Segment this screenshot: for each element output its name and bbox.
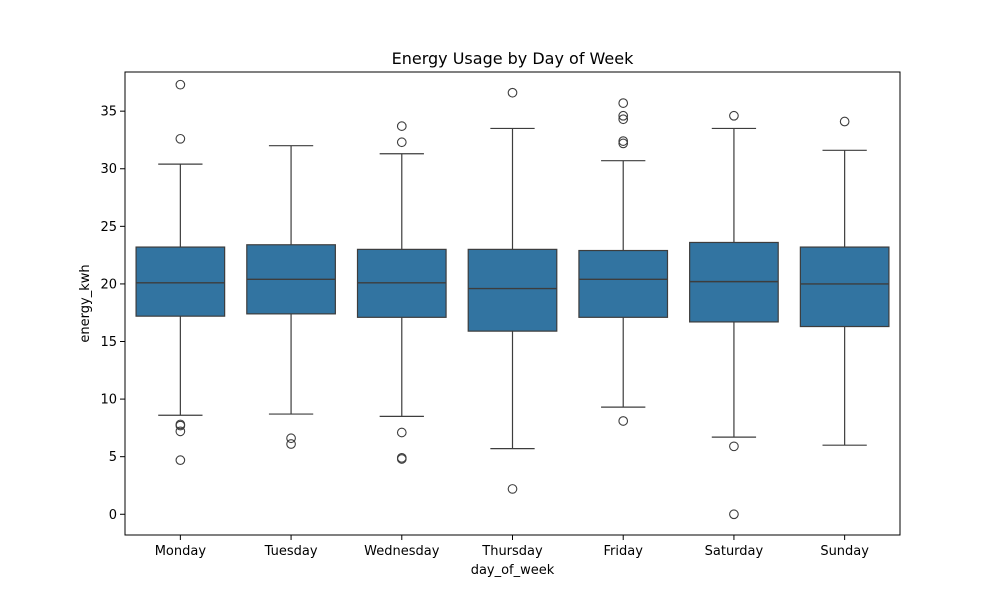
outlier-point (175, 79, 186, 90)
iqr-box (578, 249, 669, 318)
x-tick-label: Monday (155, 544, 207, 559)
outlier-point (507, 87, 518, 98)
box-group-friday (578, 98, 669, 426)
outlier-point (396, 454, 407, 464)
outlier-point (729, 441, 739, 452)
x-tick-label: Tuesday (264, 544, 318, 559)
outlier-point (507, 484, 518, 494)
y-axis: 0 5 10 15 20 25 30 35 (100, 105, 125, 523)
box-group-sunday (799, 116, 890, 446)
outlier-point (175, 133, 186, 144)
outlier-point (618, 416, 629, 426)
x-tick-label: Sunday (820, 544, 869, 559)
box-group-thursday (467, 87, 558, 494)
y-tick-label: 15 (100, 335, 117, 350)
y-tick-label: 30 (100, 162, 117, 177)
y-tick-label: 35 (100, 105, 117, 120)
outlier-point (175, 426, 186, 437)
outlier-point (286, 433, 296, 444)
y-tick-label: 10 (100, 393, 117, 408)
plot-area (135, 79, 890, 520)
outlier-point (729, 110, 739, 121)
y-tick-label: 0 (109, 508, 117, 523)
x-tick-label: Saturday (705, 544, 764, 559)
outlier-point (286, 439, 296, 449)
y-tick-label: 25 (100, 220, 117, 235)
outlier-point (729, 509, 739, 520)
outlier-point (396, 427, 407, 438)
x-tick-label: Friday (604, 544, 644, 559)
iqr-box (135, 246, 226, 317)
x-tick-label: Wednesday (364, 544, 440, 559)
iqr-box (799, 246, 890, 328)
chart-title: Energy Usage by Day of Week (392, 49, 635, 68)
outlier-point (618, 110, 629, 121)
outlier-point (175, 419, 186, 430)
outlier-point (396, 121, 407, 131)
iqr-box (467, 248, 558, 332)
box-group-monday (135, 79, 226, 465)
box-group-wednesday (356, 121, 447, 464)
outlier-point (618, 136, 629, 146)
outlier-point (618, 98, 629, 108)
y-tick-label: 5 (109, 450, 117, 465)
box-group-tuesday (246, 145, 336, 449)
x-tick-label: Thursday (481, 544, 543, 559)
y-axis-label: energy_kwh (78, 264, 93, 342)
box-group-saturday (689, 110, 779, 520)
outlier-point (396, 137, 407, 148)
outlier-point (618, 138, 629, 149)
x-axis: Monday Tuesday Wednesday Thursday Friday Satu… (155, 535, 869, 559)
x-axis-label: day_of_week (471, 563, 555, 578)
outlier-point (618, 114, 629, 125)
outlier-point (839, 116, 850, 127)
outlier-point (175, 455, 186, 465)
y-tick-label: 20 (100, 277, 117, 292)
